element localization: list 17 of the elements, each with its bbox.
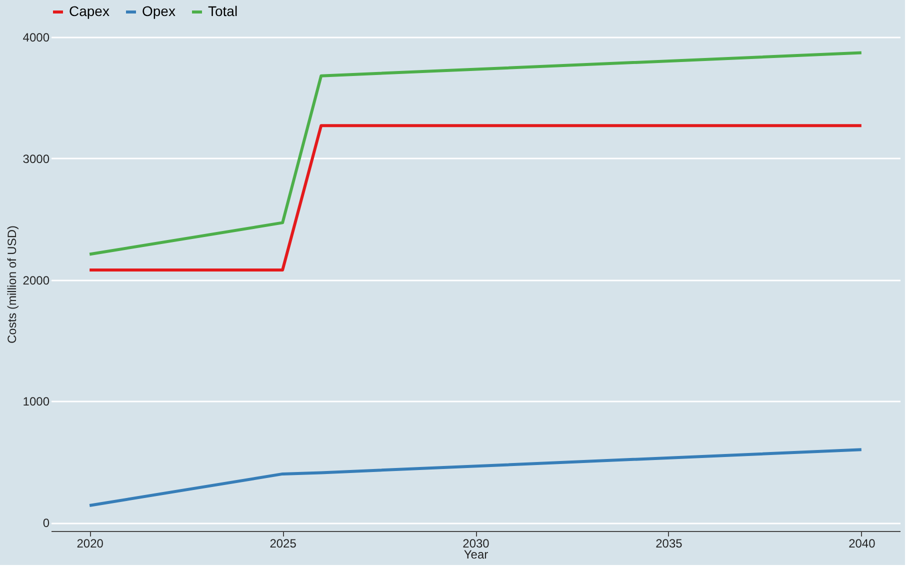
x-tick-label: 2025	[270, 536, 297, 550]
legend-label: Opex	[142, 3, 176, 19]
x-axis-title: Year	[464, 548, 488, 562]
y-tick-label: 3000	[22, 152, 50, 166]
line-series	[88, 448, 863, 508]
y-tick-label: 1000	[22, 394, 50, 409]
y-tick-label: 2000	[22, 273, 50, 288]
x-tick-label: 2035	[656, 536, 683, 550]
x-tick-label: 2020	[76, 536, 104, 550]
x-tick-label: 2030	[462, 536, 490, 550]
legend-label: Total	[208, 3, 238, 19]
y-axis-title: Costs (million of USD)	[4, 225, 19, 344]
line-series	[88, 51, 863, 256]
legend-label: Capex	[69, 3, 110, 19]
x-tick-label: 2040	[848, 536, 876, 550]
y-tick-label: 4000	[22, 30, 50, 44]
y-tick-label: 0	[42, 516, 50, 530]
